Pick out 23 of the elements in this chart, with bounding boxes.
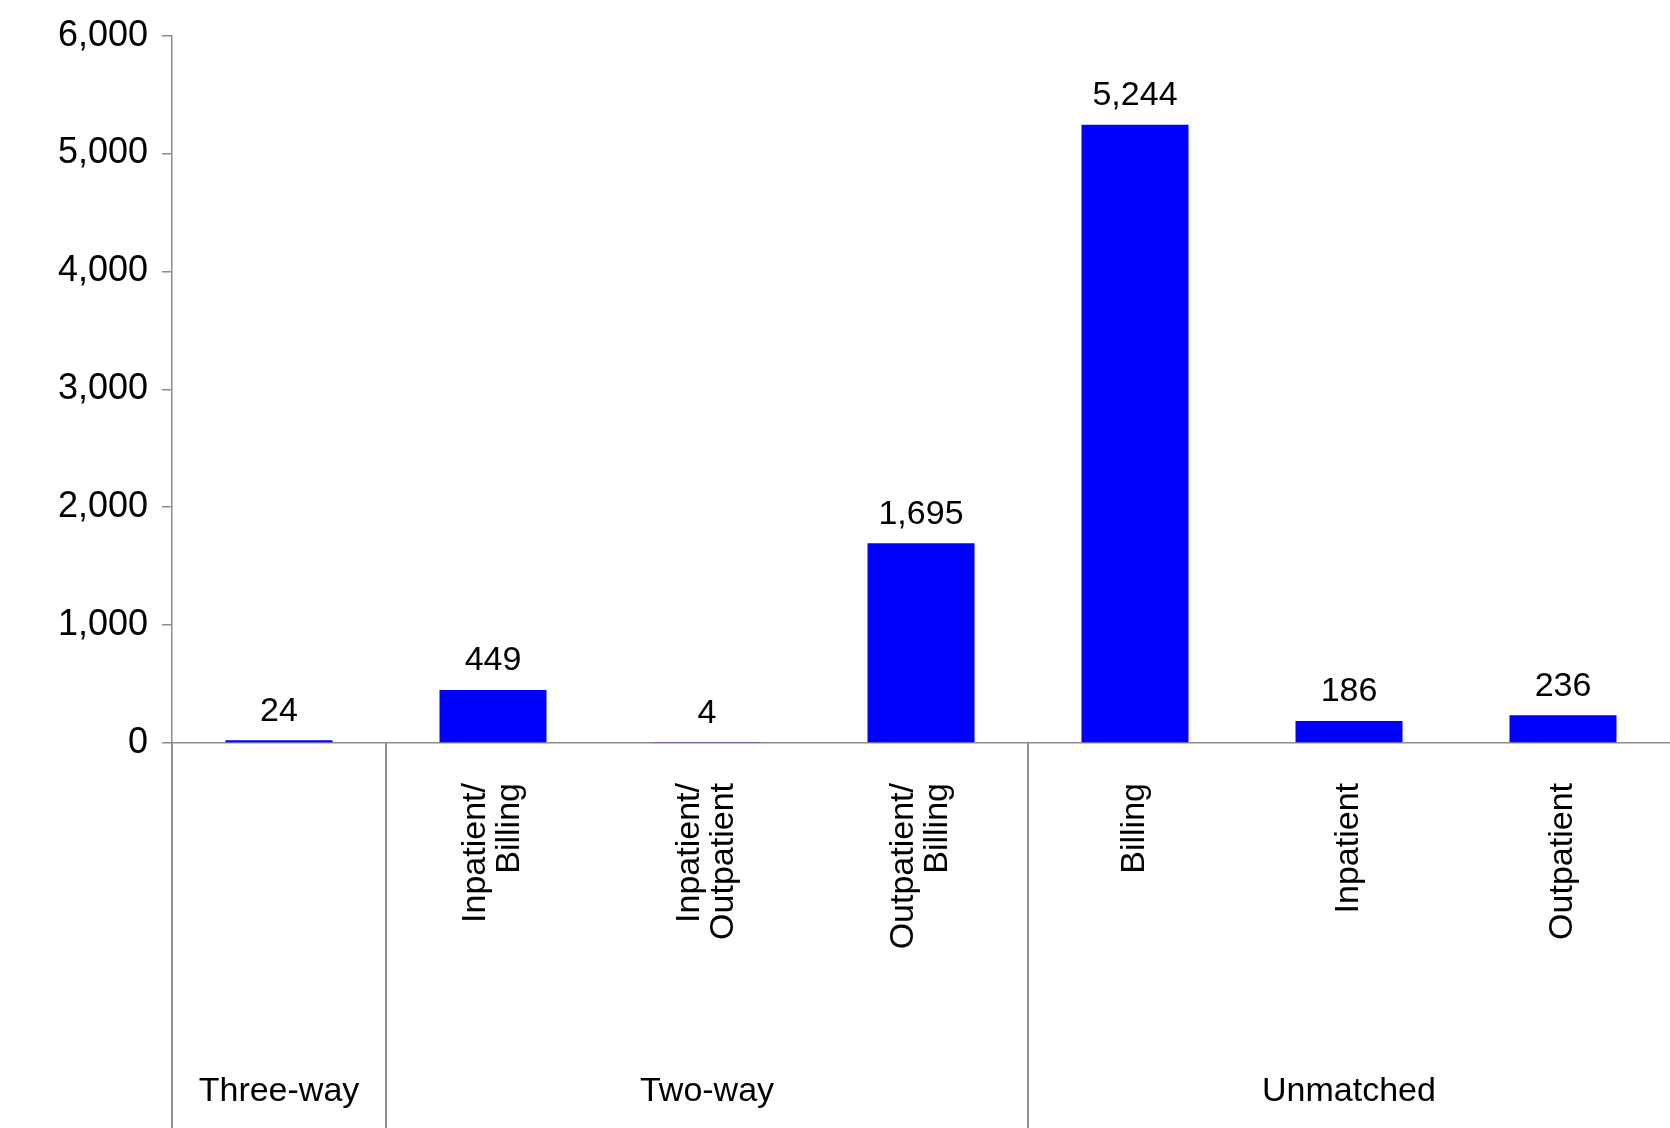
x-tick-label: Inpatient xyxy=(1327,782,1366,914)
x-tick-label: Inpatient/ Billing xyxy=(454,782,527,923)
data-label: 236 xyxy=(1534,664,1592,703)
text: Three-way xyxy=(198,1070,360,1109)
y-tick-label: 3,000 xyxy=(57,366,148,408)
y-tick-label: 1,000 xyxy=(57,602,148,644)
data-label: 1,695 xyxy=(878,492,964,531)
data-label: 4 xyxy=(697,691,717,730)
x-tick-label: Inpatient/ Outpatient xyxy=(668,782,741,940)
text: Two-way xyxy=(639,1070,775,1109)
data-label: 24 xyxy=(260,689,298,728)
y-tick-label: 0 xyxy=(127,719,148,761)
y-tick-label: 6,000 xyxy=(57,12,148,54)
y-tick-label: 5,000 xyxy=(57,130,148,172)
x-tick-label: Outpatient/ Billing xyxy=(882,782,955,950)
text: Unmatched xyxy=(1262,1070,1436,1109)
y-tick-label: 4,000 xyxy=(57,248,148,290)
y-tick-label: 2,000 xyxy=(57,484,148,526)
x-tick-label: Outpatient xyxy=(1541,782,1580,940)
x-tick-label: Billing xyxy=(1113,783,1152,874)
data-label: 186 xyxy=(1320,670,1378,709)
data-label: 5,244 xyxy=(1092,74,1178,113)
data-label: 449 xyxy=(464,639,522,678)
